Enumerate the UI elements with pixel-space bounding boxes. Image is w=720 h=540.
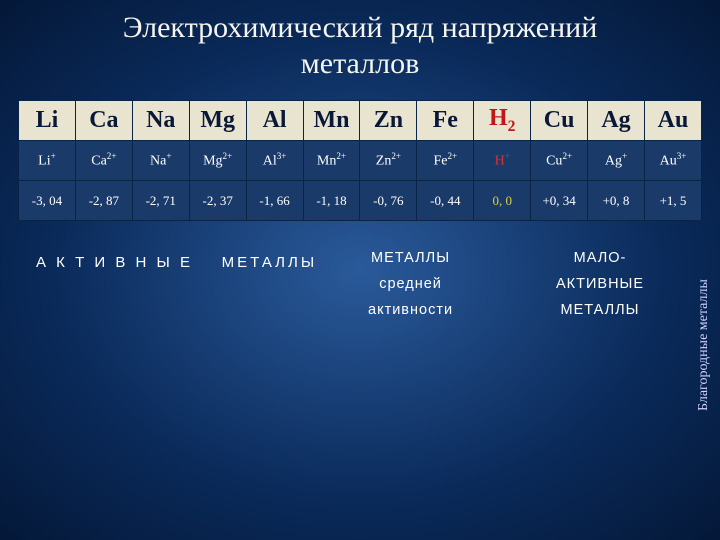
symbol-cell: Na [132, 101, 189, 141]
potential-cell: 0, 0 [474, 181, 531, 221]
potential-cell: +0, 8 [588, 181, 645, 221]
symbol-cell: Mg [189, 101, 246, 141]
ion-cell: Ca2+ [75, 141, 132, 181]
potential-cell: +1, 5 [644, 181, 701, 221]
ion-cell: Zn2+ [360, 141, 417, 181]
ion-cell: Na+ [132, 141, 189, 181]
potential-cell: -0, 44 [417, 181, 474, 221]
ion-cell: Li+ [19, 141, 76, 181]
noble-metals-label: Благородные металлы [696, 245, 712, 445]
symbol-cell: Ca [75, 101, 132, 141]
ion-cell: Fe2+ [417, 141, 474, 181]
potential-cell: +0, 34 [531, 181, 588, 221]
ion-cell: Al3+ [246, 141, 303, 181]
symbol-cell: Mn [303, 101, 360, 141]
page-title: Электрохимический ряд напряжений металло… [18, 10, 702, 82]
ion-cell: Cu2+ [531, 141, 588, 181]
title-line1: Электрохимический ряд напряжений [123, 11, 598, 44]
low-active-metals-label: МАЛО- АКТИВНЫЕ МЕТАЛЛЫ [556, 245, 644, 323]
symbol-cell: Cu [531, 101, 588, 141]
potential-cell: -3, 04 [19, 181, 76, 221]
potentials-row: -3, 04-2, 87-2, 71-2, 37-1, 66-1, 18-0, … [19, 181, 702, 221]
symbols-row: LiCaNaMgAlMnZnFeH2CuAgAu [19, 101, 702, 141]
symbol-cell: Fe [417, 101, 474, 141]
ions-row: Li+Ca2+Na+Mg2+Al3+Mn2+Zn2+Fe2+H+Cu2+Ag+A… [19, 141, 702, 181]
potential-cell: -0, 76 [360, 181, 417, 221]
ion-cell: Mn2+ [303, 141, 360, 181]
symbol-cell: Al [246, 101, 303, 141]
potential-cell: -1, 66 [246, 181, 303, 221]
ion-cell: Au3+ [644, 141, 701, 181]
active-metals-label: А К Т И В Н Ы Е МЕТАЛЛЫ [36, 249, 317, 276]
ion-cell: Mg2+ [189, 141, 246, 181]
category-labels: А К Т И В Н Ы Е МЕТАЛЛЫ МЕТАЛЛЫ средней … [18, 239, 702, 479]
potential-cell: -1, 18 [303, 181, 360, 221]
potential-cell: -2, 87 [75, 181, 132, 221]
ion-cell: Ag+ [588, 141, 645, 181]
title-line2: металлов [301, 47, 419, 80]
activity-series-table: LiCaNaMgAlMnZnFeH2CuAgAu Li+Ca2+Na+Mg2+A… [18, 100, 702, 221]
potential-cell: -2, 37 [189, 181, 246, 221]
potential-cell: -2, 71 [132, 181, 189, 221]
ion-cell: H+ [474, 141, 531, 181]
symbol-cell: Au [644, 101, 701, 141]
symbol-cell: Ag [588, 101, 645, 141]
symbol-cell: H2 [474, 101, 531, 141]
symbol-cell: Li [19, 101, 76, 141]
medium-metals-label: МЕТАЛЛЫ средней активности [368, 245, 453, 323]
symbol-cell: Zn [360, 101, 417, 141]
